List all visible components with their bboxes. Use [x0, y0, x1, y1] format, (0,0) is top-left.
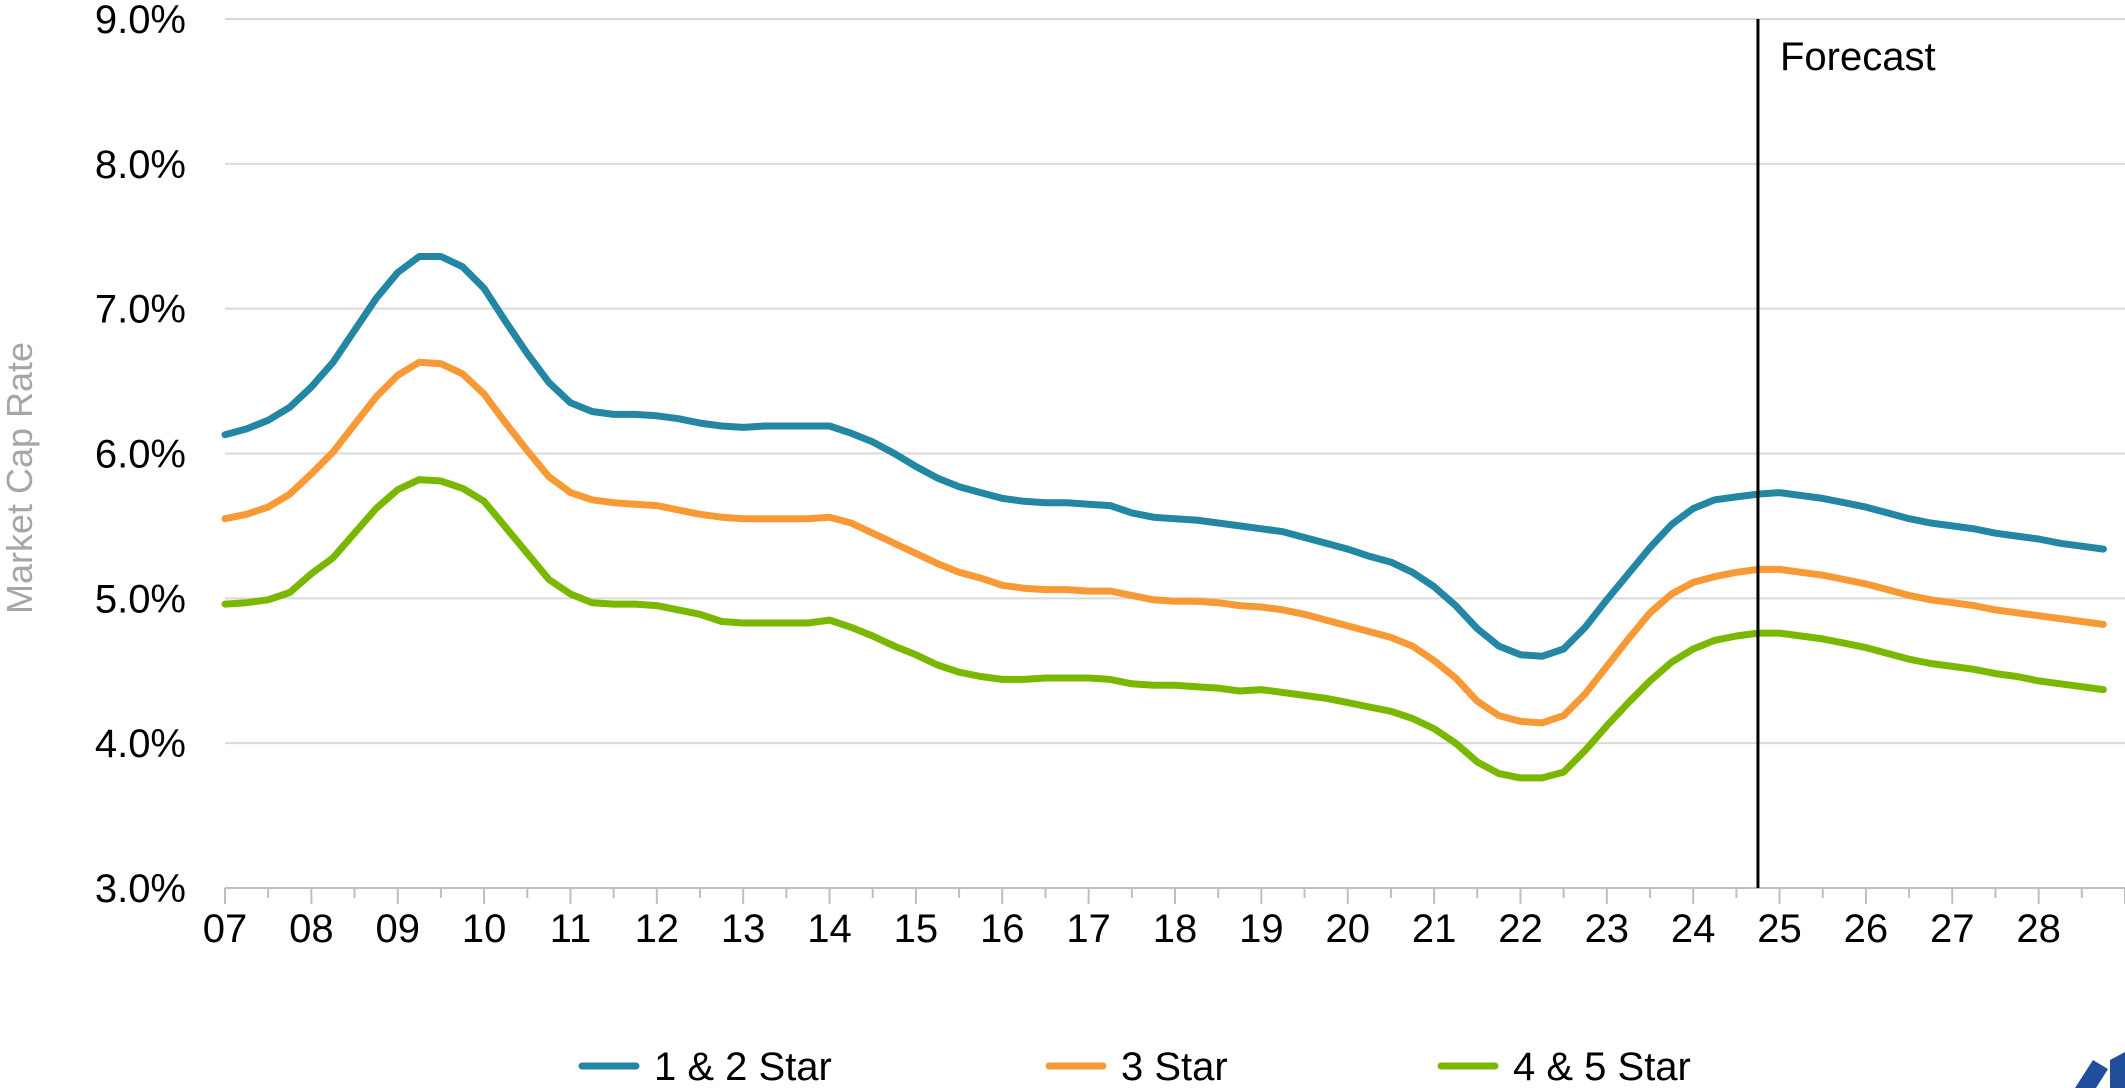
- x-tick-label: 14: [807, 907, 852, 951]
- series-line-1: [221, 253, 2107, 660]
- x-tick-label: 20: [1325, 907, 1370, 951]
- gridlines: [225, 18, 2125, 745]
- forecast-marker: Forecast: [1756, 19, 1936, 888]
- legend: 1 & 2 Star 3 Star 4 & 5 Star: [578, 1045, 1691, 1088]
- y-tick-label: 7.0%: [95, 288, 186, 332]
- x-tick-label: 23: [1585, 907, 1630, 951]
- y-tick-label: 9.0%: [95, 0, 186, 42]
- logo: [2075, 1052, 2125, 1088]
- series-line-2: [221, 358, 2107, 727]
- x-tick-label: 25: [1757, 907, 1802, 951]
- x-tick-label: 24: [1671, 907, 1716, 951]
- x-tick-label: 08: [289, 907, 334, 951]
- legend-label: 4 & 5 Star: [1513, 1045, 1691, 1088]
- x-tick-label: 16: [980, 907, 1025, 951]
- x-tick-label: 13: [721, 907, 766, 951]
- x-tick-label: 18: [1153, 907, 1198, 951]
- series-line-3: [221, 476, 2107, 782]
- legend-label: 1 & 2 Star: [654, 1045, 832, 1088]
- x-tick-label: 27: [1930, 907, 1975, 951]
- x-axis: [224, 887, 2125, 904]
- y-tick-label: 5.0%: [95, 577, 186, 621]
- forecast-label: Forecast: [1780, 35, 1936, 79]
- x-tick-label: 17: [1066, 907, 1111, 951]
- series-lines: [221, 253, 2107, 782]
- x-tick-label: 15: [894, 907, 939, 951]
- y-tick-label: 6.0%: [95, 433, 186, 477]
- x-tick-label: 07: [203, 907, 248, 951]
- y-tick-label: 4.0%: [95, 722, 186, 766]
- y-tick-label: 3.0%: [95, 867, 186, 911]
- x-tick-label: 10: [462, 907, 507, 951]
- logo-mark: [2075, 1060, 2108, 1088]
- y-tick-labels: 3.0% 4.0% 5.0% 6.0% 7.0% 8.0% 9.0%: [95, 0, 186, 911]
- x-tick-label: 28: [2016, 907, 2061, 951]
- y-tick-label: 8.0%: [95, 143, 186, 187]
- legend-label: 3 Star: [1121, 1045, 1228, 1088]
- x-tick-label: 19: [1239, 907, 1284, 951]
- x-tick-label: 26: [1844, 907, 1889, 951]
- y-axis-title: Market Cap Rate: [0, 342, 40, 614]
- x-tick-label: 09: [375, 907, 420, 951]
- x-tick-label: 22: [1498, 907, 1543, 951]
- x-tick-labels: 07 08 09 10 11 12 13 14 15 16 17 18 19 20 21 22 23 24 25 26…: [203, 907, 2061, 951]
- x-tick-label: 21: [1412, 907, 1457, 951]
- x-tick-label: 12: [635, 907, 680, 951]
- x-tick-label: 11: [550, 907, 592, 951]
- logo-mark-bar: [2110, 1052, 2125, 1088]
